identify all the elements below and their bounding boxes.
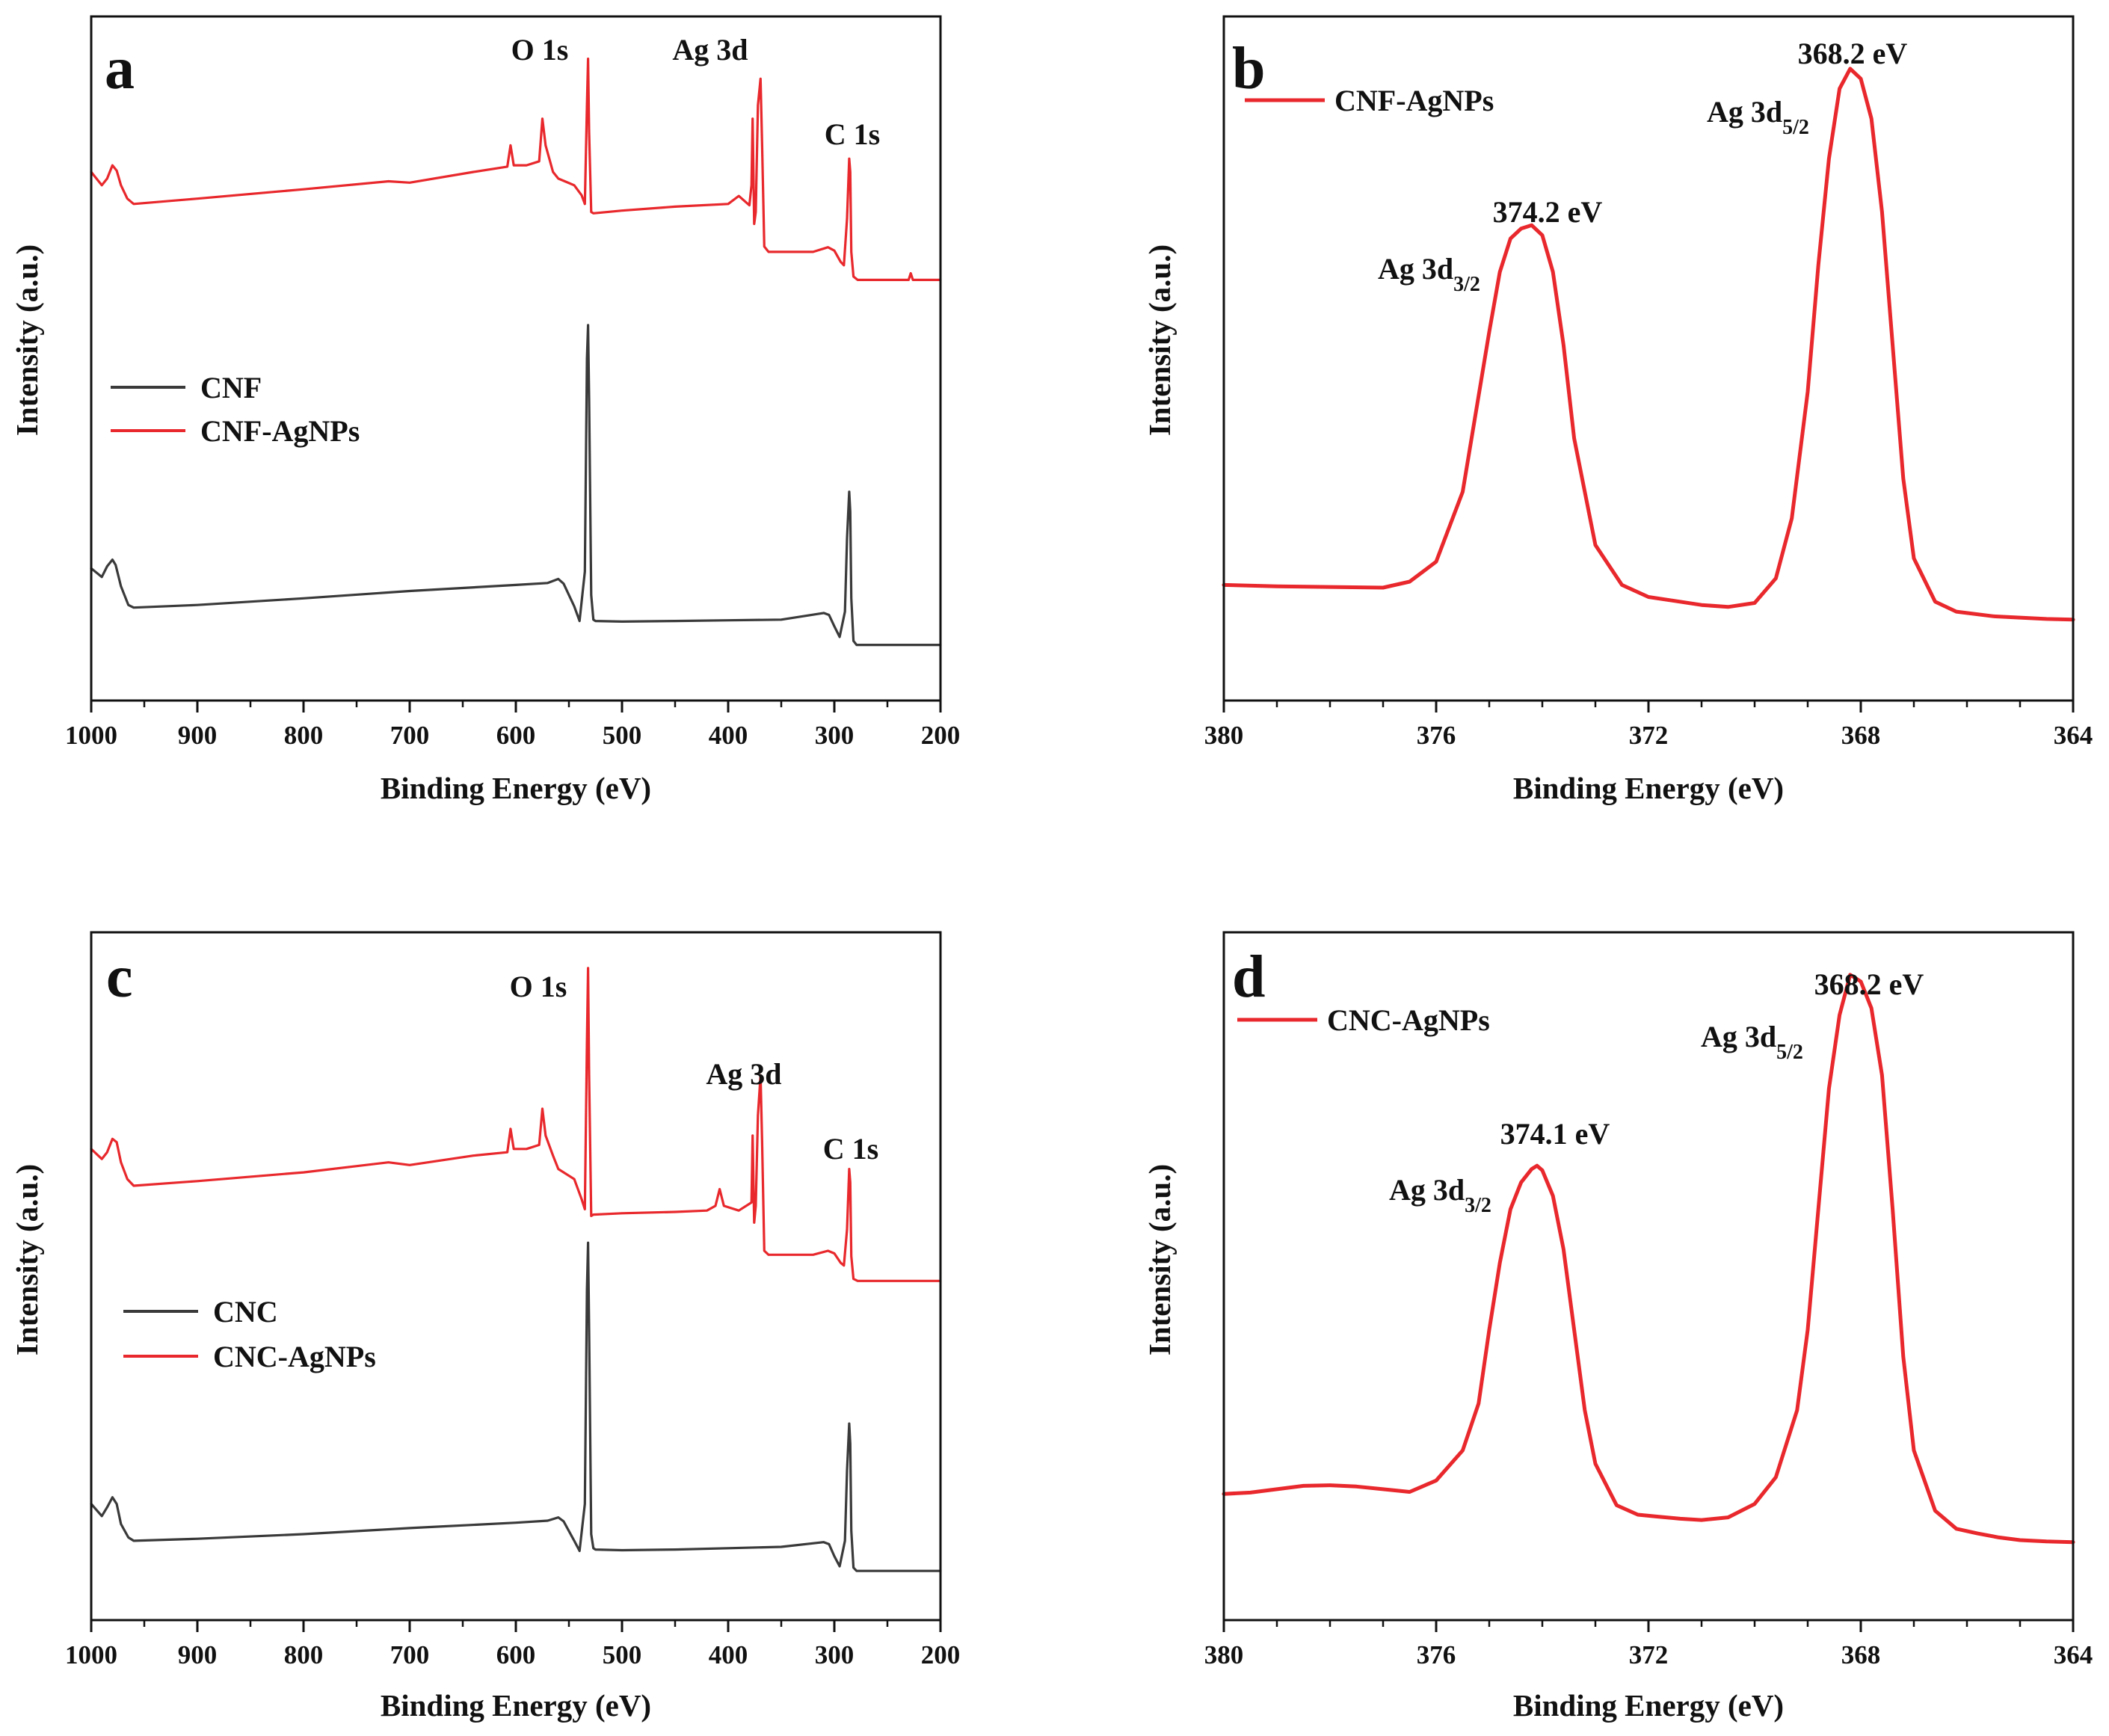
x-tick-label: 900 bbox=[178, 721, 218, 750]
panel-d-frame bbox=[1222, 931, 2075, 1622]
x-tick-label: 376 bbox=[1417, 721, 1456, 750]
panel-c-series bbox=[90, 967, 942, 1572]
ag3d52-sub: 5/2 bbox=[1782, 116, 1809, 139]
panel-b: 380 376 372 368 364 b Binding Energy (eV) In… bbox=[1142, 15, 2093, 805]
series-line-cnc-agnps bbox=[90, 967, 942, 1282]
panel-c-ticks: 1000 900 800 700 600 500 400 300 200 bbox=[65, 1620, 960, 1669]
annotation-peak-374-2: 374.2 eV bbox=[1493, 195, 1603, 229]
x-tick-label: 800 bbox=[284, 1640, 324, 1669]
panel-d-ylabel: Intensity (a.u.) bbox=[1142, 1164, 1177, 1355]
panel-c-frame bbox=[90, 931, 942, 1622]
annotation-ag3d: Ag 3d bbox=[672, 33, 748, 67]
series-line-cnf-agnps bbox=[1222, 67, 2075, 622]
panel-d-xlabel: Binding Energy (eV) bbox=[1513, 1688, 1784, 1723]
panel-a: 1000 900 800 700 600 500 400 300 200 a Binding E… bbox=[10, 15, 960, 805]
panel-a-ylabel: Intensity (a.u.) bbox=[10, 244, 44, 436]
ag3d32-d-sub: 3/2 bbox=[1465, 1194, 1491, 1217]
legend-label-cnf: CNF bbox=[200, 371, 262, 404]
legend-label-cnf-agnps: CNF-AgNPs bbox=[200, 414, 360, 448]
series-line-cnf bbox=[90, 324, 942, 647]
x-tick-label: 1000 bbox=[65, 721, 117, 750]
ag3d32-sub: 3/2 bbox=[1453, 273, 1480, 296]
x-tick-label: 300 bbox=[815, 1640, 855, 1669]
annotation-c1s: C 1s bbox=[825, 117, 880, 151]
x-tick-label: 380 bbox=[1204, 1640, 1244, 1669]
legend-label-cnf-agnps-b: CNF-AgNPs bbox=[1334, 84, 1494, 117]
panel-d-legend: CNC-AgNPs bbox=[1237, 1003, 1490, 1037]
x-tick-label: 364 bbox=[2054, 721, 2093, 750]
x-tick-label: 368 bbox=[1841, 1640, 1881, 1669]
panel-a-ticks: 1000 900 800 700 600 500 400 300 200 bbox=[65, 701, 960, 750]
panel-c: 1000 900 800 700 600 500 400 300 200 c Binding E… bbox=[10, 931, 960, 1723]
panel-c-legend: CNC CNC-AgNPs bbox=[123, 1295, 376, 1373]
annotation-o1s-c: O 1s bbox=[510, 970, 567, 1003]
annotation-o1s: O 1s bbox=[511, 33, 569, 67]
x-tick-label: 700 bbox=[390, 721, 430, 750]
annotation-peak-368-2-d: 368.2 eV bbox=[1814, 967, 1924, 1001]
annotation-ag3d32: Ag 3d3/2 bbox=[1378, 252, 1480, 296]
x-tick-label: 200 bbox=[921, 721, 961, 750]
x-tick-label: 600 bbox=[496, 1640, 536, 1669]
panel-c-ylabel: Intensity (a.u.) bbox=[10, 1164, 44, 1355]
series-line-cnf-agnps bbox=[90, 57, 942, 281]
x-tick-label: 500 bbox=[603, 1640, 642, 1669]
annotation-peak-374-1: 374.1 eV bbox=[1500, 1117, 1610, 1151]
panel-d-ticks: 380 376 372 368 364 bbox=[1204, 1620, 2093, 1669]
x-tick-label: 368 bbox=[1841, 721, 1881, 750]
x-tick-label: 900 bbox=[178, 1640, 218, 1669]
panel-b-frame bbox=[1222, 15, 2075, 702]
annotation-ag3d52: Ag 3d5/2 bbox=[1707, 95, 1809, 139]
x-tick-label: 400 bbox=[709, 1640, 748, 1669]
x-tick-label: 700 bbox=[390, 1640, 430, 1669]
panel-a-xlabel: Binding Energy (eV) bbox=[381, 771, 651, 805]
annotation-ag3d-c: Ag 3d bbox=[706, 1057, 781, 1091]
x-tick-label: 372 bbox=[1629, 721, 1669, 750]
ag3d52-d-sub: 5/2 bbox=[1776, 1041, 1803, 1064]
panel-b-legend: CNF-AgNPs bbox=[1245, 84, 1494, 117]
panel-b-xlabel: Binding Energy (eV) bbox=[1513, 771, 1784, 805]
x-tick-label: 200 bbox=[921, 1640, 961, 1669]
panel-a-legend: CNF CNF-AgNPs bbox=[111, 371, 360, 448]
series-line-cnc-agnps bbox=[1222, 973, 2075, 1545]
x-tick-label: 1000 bbox=[65, 1640, 117, 1669]
ag3d32-base: Ag 3d bbox=[1378, 252, 1453, 286]
panel-c-xlabel: Binding Energy (eV) bbox=[381, 1688, 651, 1723]
legend-label-cnc: CNC bbox=[213, 1295, 278, 1329]
series-line-cnc bbox=[90, 1241, 942, 1572]
annotation-c1s-c: C 1s bbox=[823, 1132, 878, 1166]
panel-b-letter: b bbox=[1232, 36, 1266, 102]
panel-d-letter: d bbox=[1232, 944, 1266, 1010]
panel-b-series bbox=[1222, 67, 2075, 622]
annotation-ag3d52-d: Ag 3d5/2 bbox=[1701, 1020, 1803, 1064]
legend-label-cnc-agnps-d: CNC-AgNPs bbox=[1327, 1003, 1490, 1037]
panel-d: 380 376 372 368 364 d Binding Energy (eV) In… bbox=[1142, 931, 2093, 1723]
x-tick-label: 500 bbox=[603, 721, 642, 750]
annotation-ag3d32-d: Ag 3d3/2 bbox=[1389, 1173, 1491, 1217]
panel-a-frame bbox=[90, 15, 942, 702]
panel-a-letter: a bbox=[105, 36, 135, 102]
x-tick-label: 300 bbox=[815, 721, 855, 750]
panel-a-series bbox=[90, 57, 942, 647]
panel-d-series bbox=[1222, 973, 2075, 1545]
annotation-peak-368-2: 368.2 eV bbox=[1798, 37, 1908, 70]
legend-label-cnc-agnps: CNC-AgNPs bbox=[213, 1340, 376, 1373]
x-tick-label: 400 bbox=[709, 721, 748, 750]
x-tick-label: 800 bbox=[284, 721, 324, 750]
x-tick-label: 380 bbox=[1204, 721, 1244, 750]
ag3d52-base: Ag 3d bbox=[1707, 95, 1782, 129]
panel-b-ylabel: Intensity (a.u.) bbox=[1142, 244, 1177, 436]
x-tick-label: 376 bbox=[1417, 1640, 1456, 1669]
ag3d52-d-base: Ag 3d bbox=[1701, 1020, 1776, 1053]
x-tick-label: 372 bbox=[1629, 1640, 1669, 1669]
panel-c-letter: c bbox=[106, 944, 133, 1010]
x-tick-label: 364 bbox=[2054, 1640, 2093, 1669]
x-tick-label: 600 bbox=[496, 721, 536, 750]
panel-b-ticks: 380 376 372 368 364 bbox=[1204, 701, 2093, 750]
ag3d32-d-base: Ag 3d bbox=[1389, 1173, 1465, 1207]
